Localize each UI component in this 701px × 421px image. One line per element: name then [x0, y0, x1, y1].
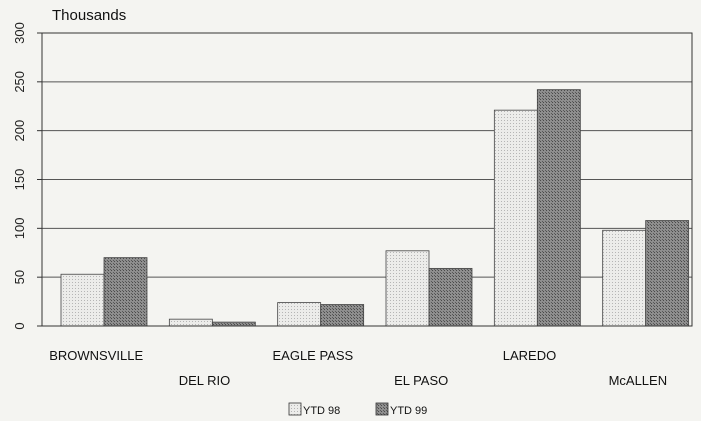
y-tick-label: 250	[12, 71, 27, 93]
y-tick-label: 150	[12, 169, 27, 191]
bar-el-paso-ytd-99	[428, 267, 473, 327]
y-tick-label: 0	[12, 322, 27, 329]
category-labels: BROWNSVILLE DEL RIO EAGLE PASS EL PASO LARED…	[49, 348, 667, 388]
category-label: EAGLE PASS	[272, 348, 353, 363]
legend-label: YTD 99	[390, 405, 427, 417]
bar-eagle-pass-ytd-98	[277, 302, 322, 327]
bar-brownsville-ytd-99	[103, 257, 148, 327]
y-tick-label: 100	[12, 217, 27, 239]
y-axis-ticks: 0 50 100 150 200 250 300	[12, 22, 42, 330]
category-label: BROWNSVILLE	[49, 348, 143, 363]
legend-label: YTD 98	[303, 405, 340, 417]
bar-laredo-ytd-98	[493, 109, 538, 327]
y-tick-label: 50	[12, 270, 27, 284]
legend-swatch	[375, 402, 389, 416]
bar-mcallen-ytd-99	[645, 220, 690, 327]
y-tick-label: 300	[12, 22, 27, 44]
legend: YTD 98 YTD 99	[288, 402, 427, 417]
bars	[60, 89, 690, 327]
bar-eagle-pass-ytd-99	[320, 304, 365, 327]
category-label: McALLEN	[609, 373, 668, 388]
bar-laredo-ytd-99	[536, 89, 581, 327]
bar-el-paso-ytd-98	[385, 250, 430, 327]
bar-brownsville-ytd-98	[60, 273, 105, 327]
gridlines	[42, 81, 692, 278]
legend-swatch	[288, 402, 302, 416]
y-tick-label: 200	[12, 120, 27, 142]
y-axis-unit-label: Thousands	[52, 7, 126, 24]
plot-frame	[41, 32, 693, 327]
category-label: LAREDO	[503, 348, 556, 363]
bar-del-rio-ytd-98	[168, 318, 213, 327]
category-label: EL PASO	[394, 373, 448, 388]
bar-del-rio-ytd-99	[211, 321, 256, 327]
bar-mcallen-ytd-98	[602, 229, 647, 327]
category-label: DEL RIO	[179, 373, 231, 388]
